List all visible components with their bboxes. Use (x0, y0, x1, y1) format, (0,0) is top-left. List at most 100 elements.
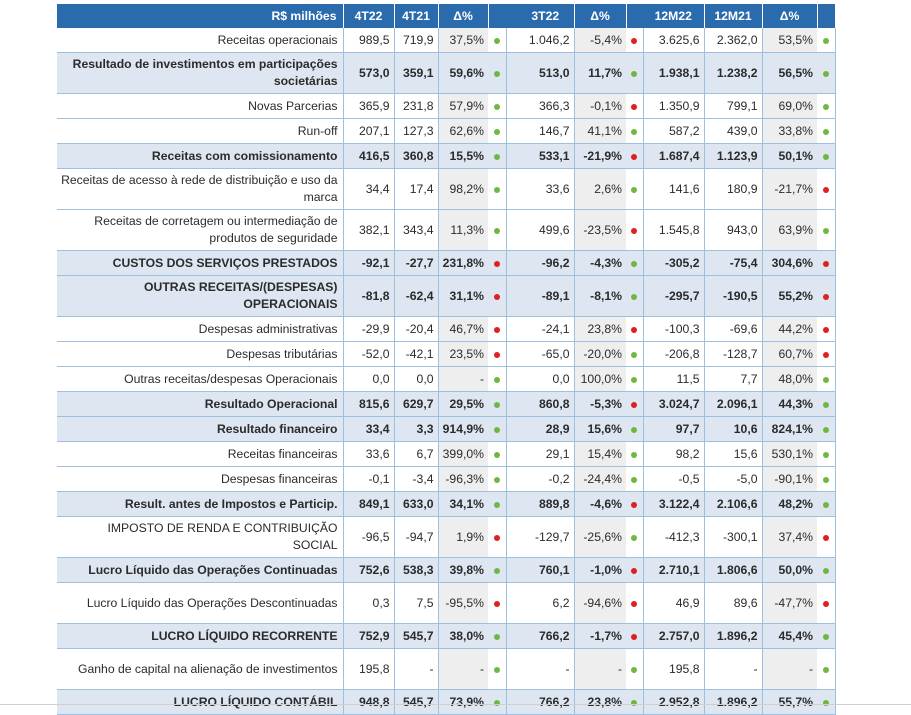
value-4t22: 948,8 (343, 689, 395, 715)
delta-yoy: 62,6% (438, 118, 488, 144)
negative-indicator-icon (493, 294, 500, 300)
status-dot-12m (817, 341, 836, 367)
status-dot-qoq (626, 209, 644, 251)
value-4t21: -20,4 (394, 316, 439, 342)
negative-indicator-icon (493, 352, 500, 358)
value-3t22: 766,2 (517, 689, 575, 715)
value-12m22: 3.625,6 (643, 28, 705, 53)
status-dot-yoy (488, 648, 507, 690)
positive-indicator-icon (493, 377, 500, 383)
status-dot-yoy (488, 623, 507, 649)
table-row: Lucro Líquido das Operações Descontinuad… (57, 582, 836, 624)
delta-12m: 55,7% (762, 689, 817, 715)
negative-indicator-icon (631, 601, 638, 607)
value-3t22: -96,2 (517, 250, 575, 276)
table-row: Resultado de investimentos em participaç… (57, 52, 836, 94)
status-dot-yoy (488, 209, 507, 251)
status-dot-qoq (626, 623, 644, 649)
delta-12m: 50,1% (762, 143, 817, 169)
status-dot-qoq (626, 316, 644, 342)
table-row: OUTRAS RECEITAS/(DESPESAS) OPERACIONAIS -… (57, 275, 836, 317)
value-12m22: 2.710,1 (643, 557, 705, 583)
column-gap (506, 93, 517, 119)
status-dot-yoy (488, 316, 507, 342)
status-dot-yoy (488, 689, 507, 715)
row-label: Lucro Líquido das Operações Continuadas (57, 557, 344, 583)
delta-qoq: 15,4% (574, 441, 626, 467)
value-4t22: 33,6 (343, 441, 395, 467)
header-delta-qoq: Δ% (574, 4, 627, 28)
status-dot-yoy (488, 582, 507, 624)
row-label: LUCRO LÍQUIDO CONTÁBIL (57, 689, 344, 715)
negative-indicator-icon (822, 535, 829, 541)
positive-indicator-icon (822, 477, 829, 483)
status-dot-qoq (626, 250, 644, 276)
table-row: Result. antes de Impostos e Particip. 849… (57, 491, 836, 517)
value-3t22: 533,1 (517, 143, 575, 169)
positive-indicator-icon (493, 634, 500, 640)
delta-12m: 69,0% (762, 93, 817, 119)
delta-yoy: 23,5% (438, 341, 488, 367)
table-row: Despesas administrativas -29,9 -20,4 46,7% -… (57, 316, 836, 342)
row-label: Receitas de acesso à rede de distribuiçã… (57, 168, 344, 210)
header-4t21: 4T21 (394, 4, 439, 28)
negative-indicator-icon (822, 294, 829, 300)
delta-yoy: -96,3% (438, 466, 488, 492)
column-gap (506, 491, 517, 517)
positive-indicator-icon (822, 71, 829, 77)
delta-qoq: -1,0% (574, 557, 626, 583)
delta-qoq: -1,7% (574, 623, 626, 649)
value-4t22: 752,6 (343, 557, 395, 583)
table-row: Ganho de capital na alienação de investi… (57, 648, 836, 690)
status-dot-yoy (488, 28, 507, 53)
status-dot-qoq (626, 93, 644, 119)
table-row: Receitas operacionais 989,5 719,9 37,5% 1.04… (57, 28, 836, 53)
value-3t22: -89,1 (517, 275, 575, 317)
value-12m21: - (704, 648, 763, 690)
status-dot-yoy (488, 516, 507, 558)
row-label: Resultado de investimentos em participaç… (57, 52, 344, 94)
positive-indicator-icon (631, 377, 638, 383)
negative-indicator-icon (631, 402, 638, 408)
status-dot-yoy (488, 391, 507, 417)
delta-qoq: 2,6% (574, 168, 626, 210)
table-row: Run-off 207,1 127,3 62,6% 146,7 41,1% 587,2 439… (57, 118, 836, 144)
status-dot-yoy (488, 441, 507, 467)
column-gap (506, 168, 517, 210)
value-12m21: 2.096,1 (704, 391, 763, 417)
positive-indicator-icon (631, 452, 638, 458)
value-4t21: 17,4 (394, 168, 439, 210)
status-dot-qoq (626, 143, 644, 169)
positive-indicator-icon (493, 129, 500, 135)
value-4t22: -0,1 (343, 466, 395, 492)
status-dot-12m (817, 416, 836, 442)
delta-qoq: -25,6% (574, 516, 626, 558)
positive-indicator-icon (822, 228, 829, 234)
negative-indicator-icon (493, 261, 500, 267)
positive-indicator-icon (631, 294, 638, 300)
delta-yoy: 1,9% (438, 516, 488, 558)
table-row: LUCRO LÍQUIDO RECORRENTE 752,9 545,7 38,0% 7… (57, 623, 836, 649)
header-3t22: 3T22 (517, 4, 575, 28)
delta-12m: -90,1% (762, 466, 817, 492)
negative-indicator-icon (493, 535, 500, 541)
value-3t22: 513,0 (517, 52, 575, 94)
header-spacer (817, 4, 835, 28)
value-4t21: 7,5 (394, 582, 439, 624)
value-12m21: -5,0 (704, 466, 763, 492)
status-dot-qoq (626, 118, 644, 144)
status-dot-yoy (488, 143, 507, 169)
delta-12m: 37,4% (762, 516, 817, 558)
delta-qoq: - (574, 648, 626, 690)
delta-qoq: 41,1% (574, 118, 626, 144)
value-4t22: -81,8 (343, 275, 395, 317)
negative-indicator-icon (493, 601, 500, 607)
status-dot-qoq (626, 466, 644, 492)
delta-12m: 824,1% (762, 416, 817, 442)
value-12m22: 587,2 (643, 118, 705, 144)
value-4t21: 0,0 (394, 366, 439, 392)
header-delta-yoy: Δ% (438, 4, 489, 28)
delta-12m: 304,6% (762, 250, 817, 276)
delta-yoy: 29,5% (438, 391, 488, 417)
status-dot-12m (817, 52, 836, 94)
